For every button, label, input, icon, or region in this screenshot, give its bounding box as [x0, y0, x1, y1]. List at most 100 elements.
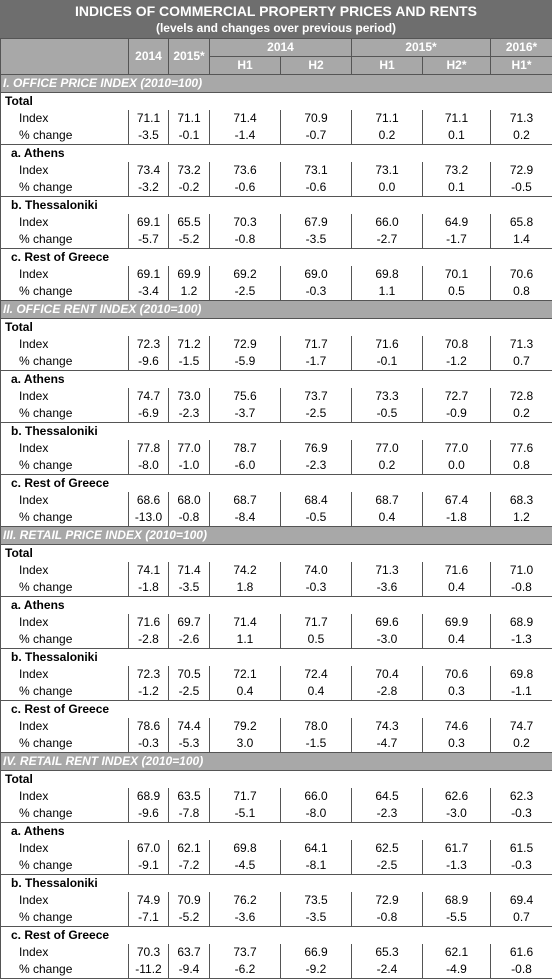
value-cell: 74.2	[210, 562, 281, 579]
value-cell: 71.1	[352, 110, 423, 127]
row-label: Index	[1, 266, 129, 283]
value-cell: -0.3	[129, 735, 169, 753]
value-cell: 0.2	[352, 127, 423, 145]
value-cell: -4.5	[210, 857, 281, 875]
value-cell: 78.0	[281, 718, 352, 735]
row-label: % change	[1, 353, 129, 371]
row-label: Index	[1, 944, 129, 961]
row-label: % change	[1, 405, 129, 423]
value-cell: 71.6	[352, 336, 423, 353]
row-label: Index	[1, 214, 129, 231]
value-cell: -9.6	[129, 353, 169, 371]
value-cell: 69.1	[129, 266, 169, 283]
value-cell: -8.4	[210, 509, 281, 527]
value-cell: 0.8	[491, 283, 552, 301]
section-title: II. OFFICE RENT INDEX (2010=100)	[1, 301, 552, 319]
value-cell: -0.3	[491, 857, 552, 875]
row-label: % change	[1, 683, 129, 701]
value-cell: 0.8	[491, 457, 552, 475]
header-year-2014: 2014	[129, 39, 169, 75]
value-cell: -2.5	[352, 857, 423, 875]
header-year-2015: 2015*	[169, 39, 210, 75]
group-header-row: a. Athens	[1, 145, 552, 163]
value-cell: 67.9	[281, 214, 352, 231]
value-cell: -0.8	[491, 579, 552, 597]
value-cell: -2.5	[169, 683, 210, 701]
section-header-row: IV. RETAIL RENT INDEX (2010=100)	[1, 753, 552, 771]
row-label: % change	[1, 509, 129, 527]
value-cell: -0.5	[352, 405, 423, 423]
value-cell: 71.3	[352, 562, 423, 579]
value-cell: -1.5	[169, 353, 210, 371]
group-header-row: b. Thessaloniki	[1, 197, 552, 215]
value-cell: 0.2	[491, 405, 552, 423]
value-cell: -1.7	[423, 231, 491, 249]
value-cell: -2.4	[352, 961, 423, 979]
group-header-row: Total	[1, 93, 552, 111]
header-group-2015: 2015*	[352, 39, 491, 57]
group-name: Total	[1, 771, 552, 789]
value-cell: 69.0	[281, 266, 352, 283]
value-cell: 0.2	[352, 457, 423, 475]
group-header-row: b. Thessaloniki	[1, 423, 552, 441]
row-label: % change	[1, 805, 129, 823]
value-cell: 71.7	[210, 788, 281, 805]
value-cell: 70.5	[169, 666, 210, 683]
value-cell: 74.7	[491, 718, 552, 735]
value-cell: 74.3	[352, 718, 423, 735]
value-cell: -11.2	[129, 961, 169, 979]
value-cell: 66.0	[281, 788, 352, 805]
section-header-row: III. RETAIL PRICE INDEX (2010=100)	[1, 527, 552, 545]
value-cell: 69.8	[210, 840, 281, 857]
value-cell: -7.8	[169, 805, 210, 823]
value-cell: 74.6	[423, 718, 491, 735]
value-cell: -0.9	[423, 405, 491, 423]
value-cell: 0.7	[491, 909, 552, 927]
value-cell: -1.5	[281, 735, 352, 753]
value-cell: 69.8	[491, 666, 552, 683]
row-label: Index	[1, 492, 129, 509]
group-name: Total	[1, 93, 552, 111]
group-header-row: b. Thessaloniki	[1, 875, 552, 893]
value-cell: 74.0	[281, 562, 352, 579]
value-cell: -1.3	[423, 857, 491, 875]
value-cell: 62.6	[423, 788, 491, 805]
value-cell: 74.1	[129, 562, 169, 579]
value-cell: 0.3	[423, 683, 491, 701]
value-cell: 0.4	[210, 683, 281, 701]
value-cell: 66.9	[281, 944, 352, 961]
group-header-row: b. Thessaloniki	[1, 649, 552, 667]
value-cell: 69.9	[423, 614, 491, 631]
group-name: b. Thessaloniki	[1, 423, 552, 441]
value-cell: -0.3	[281, 283, 352, 301]
row-label: Index	[1, 788, 129, 805]
value-cell: 1.8	[210, 579, 281, 597]
value-cell: -1.4	[210, 127, 281, 145]
value-cell: 72.8	[491, 388, 552, 405]
value-cell: -13.0	[129, 509, 169, 527]
value-cell: 73.1	[281, 162, 352, 179]
group-name: b. Thessaloniki	[1, 197, 552, 215]
header-group-2016: 2016*	[491, 39, 552, 57]
value-cell: -5.3	[169, 735, 210, 753]
value-cell: -1.7	[281, 353, 352, 371]
value-cell: 73.1	[352, 162, 423, 179]
value-cell: -3.2	[129, 179, 169, 197]
table-title: INDICES OF COMMERCIAL PROPERTY PRICES AN…	[0, 0, 552, 20]
value-cell: 69.8	[352, 266, 423, 283]
value-cell: 77.0	[423, 440, 491, 457]
value-cell: -8.1	[281, 857, 352, 875]
value-cell: 77.0	[169, 440, 210, 457]
value-cell: 65.3	[352, 944, 423, 961]
value-cell: 64.9	[423, 214, 491, 231]
value-cell: -1.0	[169, 457, 210, 475]
value-cell: -3.0	[423, 805, 491, 823]
value-cell: 62.3	[491, 788, 552, 805]
